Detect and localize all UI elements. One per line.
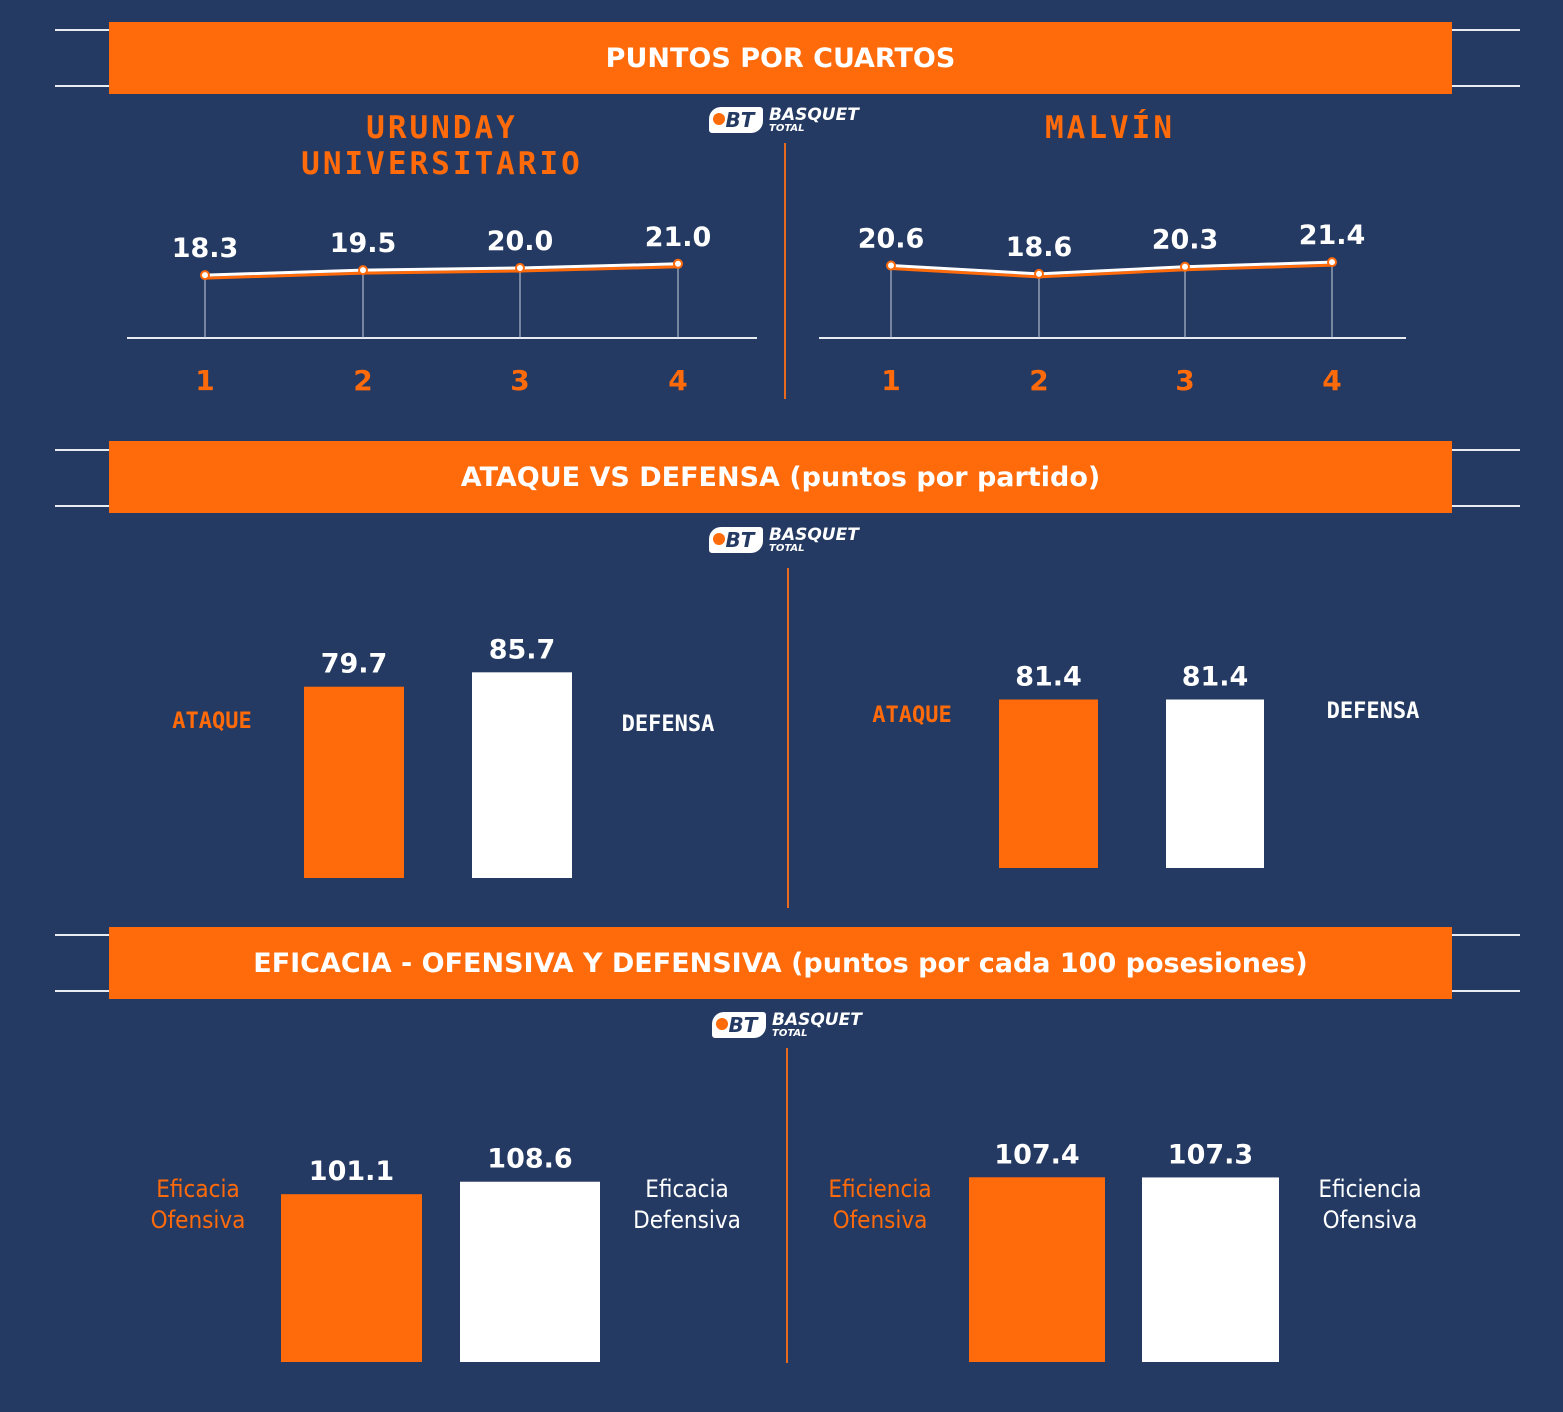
category-label: Defensiva: [633, 1206, 741, 1234]
series-line: [890, 260, 1333, 276]
bar-value-label: 107.4: [994, 1139, 1079, 1170]
x-tick-label: 3: [510, 364, 529, 397]
series-shadow-line: [204, 265, 679, 280]
brand-logo: BT BASQUET TOTAL: [712, 1008, 862, 1042]
center-divider: [786, 1048, 788, 1363]
category-label: Ofensiva: [151, 1206, 246, 1234]
bar-value-label: 81.4: [1015, 662, 1082, 693]
category-label: DEFENSA: [622, 712, 715, 737]
brand-logo: BT BASQUET TOTAL: [709, 523, 859, 557]
category-label: Eficacia: [645, 1175, 728, 1203]
x-tick-label: 3: [1175, 364, 1194, 397]
data-label: 20.0: [487, 226, 554, 257]
bar: [969, 1177, 1105, 1362]
data-point: [200, 270, 210, 281]
data-label: 21.4: [1299, 220, 1366, 251]
center-divider: [787, 568, 789, 908]
data-point: [1180, 261, 1190, 272]
data-label: 19.5: [330, 228, 397, 259]
logo-line2: TOTAL: [769, 122, 805, 134]
data-point: [1034, 268, 1044, 279]
data-label: 21.0: [645, 222, 712, 253]
category-label: Eficacia: [156, 1175, 239, 1203]
bar-value-label: 101.1: [309, 1156, 394, 1187]
bar: [1166, 699, 1264, 868]
section-title-quarters: PUNTOS POR CUARTOS: [109, 22, 1452, 94]
bar: [281, 1194, 422, 1362]
category-label: ATAQUE: [872, 703, 951, 728]
center-divider: [784, 143, 786, 399]
data-point: [515, 263, 525, 273]
bt-badge-icon: BT: [712, 1012, 766, 1038]
bar-value-label: 79.7: [321, 649, 388, 680]
category-label: Ofensiva: [1323, 1206, 1418, 1234]
data-point: [1327, 257, 1337, 268]
data-label: 20.6: [858, 223, 925, 254]
data-point: [358, 265, 368, 276]
logo-line1: BASQUET: [769, 524, 859, 545]
bt-badge-icon: BT: [709, 107, 763, 133]
bar: [304, 686, 404, 878]
bar-value-label: 85.7: [489, 634, 556, 665]
x-tick-label: 1: [195, 364, 214, 397]
team-name-left: URUNDAY UNIVERSITARIO: [301, 110, 583, 182]
data-label: 20.3: [1152, 225, 1219, 256]
data-label: 18.6: [1006, 232, 1073, 263]
bar: [1142, 1177, 1279, 1362]
x-tick-label: 2: [353, 364, 372, 397]
bar-value-label: 81.4: [1182, 662, 1249, 693]
x-tick-label: 1: [881, 364, 900, 397]
bar: [460, 1181, 600, 1362]
logo-line2: TOTAL: [769, 542, 805, 554]
bar: [472, 672, 572, 878]
logo-line1: BASQUET: [769, 104, 859, 125]
x-tick-label: 4: [668, 364, 687, 397]
section-title-efficiency: EFICACIA - OFENSIVA Y DEFENSIVA (puntos …: [109, 927, 1452, 999]
series-line: [204, 262, 679, 277]
x-tick-label: 2: [1029, 364, 1048, 397]
logo-line2: TOTAL: [772, 1027, 808, 1039]
brand-logo: BT BASQUET TOTAL: [709, 103, 859, 137]
bar-value-label: 107.3: [1168, 1139, 1253, 1170]
bar-value-label: 108.6: [487, 1144, 572, 1175]
category-label: DEFENSA: [1327, 699, 1420, 724]
bt-badge-icon: BT: [709, 527, 763, 553]
section-title-attack: ATAQUE VS DEFENSA (puntos por partido): [109, 441, 1452, 513]
category-label: ATAQUE: [172, 709, 251, 734]
bar: [999, 699, 1098, 868]
team-name-right: MALVÍN: [1045, 110, 1175, 146]
series-shadow-line: [890, 263, 1333, 279]
logo-line1: BASQUET: [772, 1009, 862, 1030]
data-label: 18.3: [172, 233, 239, 264]
category-label: Eficiencia: [828, 1175, 931, 1203]
data-point: [673, 258, 683, 269]
data-point: [886, 260, 896, 271]
category-label: Ofensiva: [833, 1206, 928, 1234]
x-tick-label: 4: [1322, 364, 1341, 397]
category-label: Eficiencia: [1318, 1175, 1421, 1203]
